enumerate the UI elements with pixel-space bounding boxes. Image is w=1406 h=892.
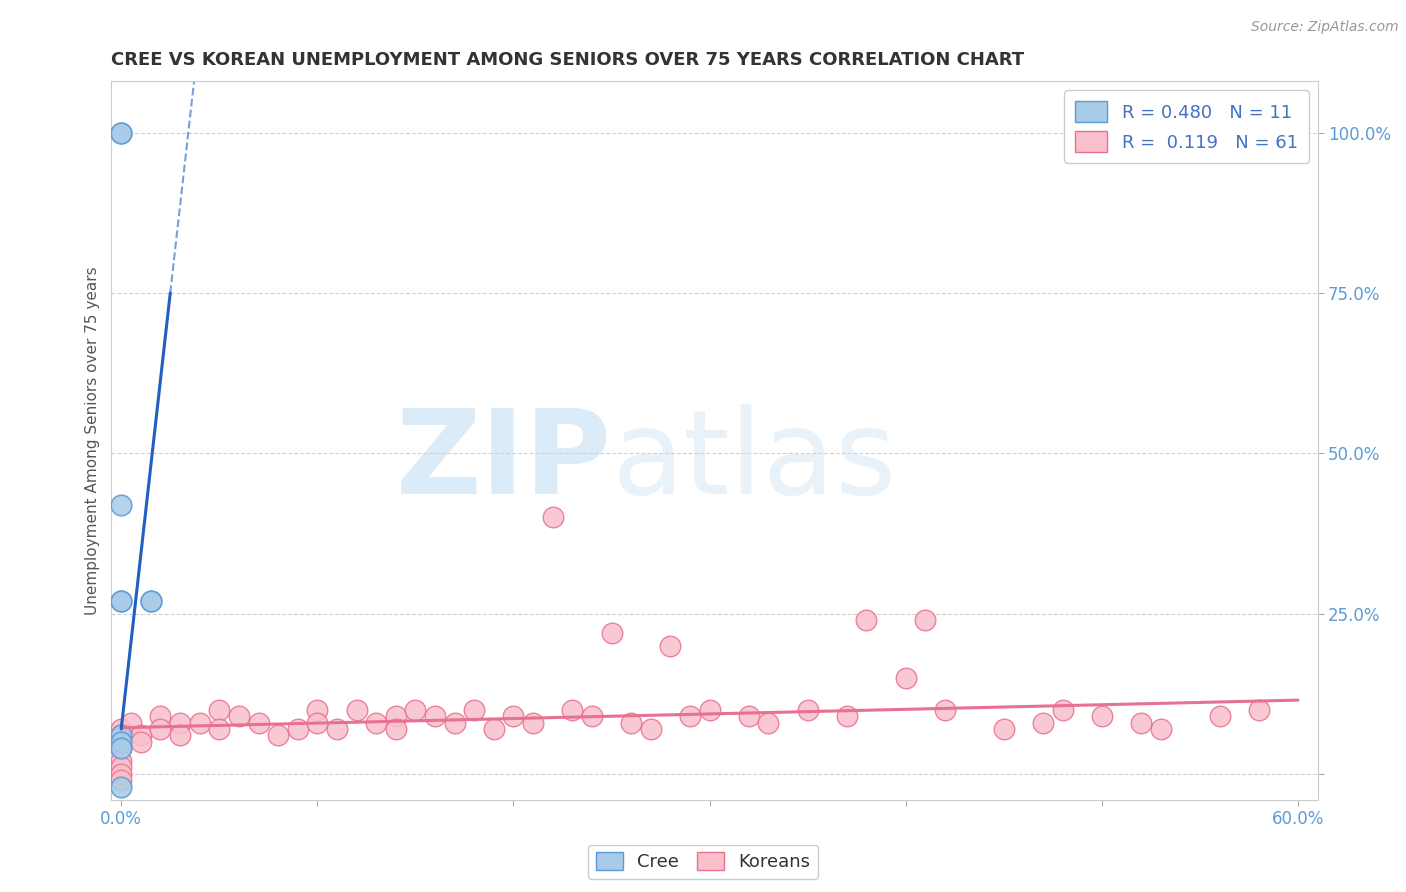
Point [110,780,132,794]
Point [129,728,152,742]
Point [110,728,132,742]
Point [855,613,877,627]
Point [561,703,583,717]
Point [169,715,191,730]
Y-axis label: Unemployment Among Seniors over 75 years: Unemployment Among Seniors over 75 years [86,266,100,615]
Point [699,703,721,717]
Point [640,722,662,736]
Point [443,715,465,730]
Point [120,715,142,730]
Point [835,709,858,723]
Point [139,593,162,607]
Point [326,722,349,736]
Point [423,709,446,723]
Point [110,593,132,607]
Point [366,715,388,730]
Point [110,767,132,781]
Point [346,703,368,717]
Point [129,735,152,749]
Point [110,735,132,749]
Text: Source: ZipAtlas.com: Source: ZipAtlas.com [1251,20,1399,34]
Point [110,728,132,742]
Point [482,722,505,736]
Point [1052,703,1074,717]
Point [679,709,702,723]
Point [463,703,485,717]
Point [1208,709,1230,723]
Point [541,510,564,524]
Point [600,625,623,640]
Point [1032,715,1054,730]
Point [758,715,780,730]
Point [228,709,250,723]
Text: ZIP: ZIP [396,404,612,519]
Point [385,709,408,723]
Point [404,703,426,717]
Point [934,703,956,717]
Point [110,126,132,140]
Point [110,741,132,756]
Point [110,126,132,140]
Point [110,593,132,607]
Point [307,715,329,730]
Text: CREE VS KOREAN UNEMPLOYMENT AMONG SENIORS OVER 75 YEARS CORRELATION CHART: CREE VS KOREAN UNEMPLOYMENT AMONG SENIOR… [111,51,1025,69]
Point [208,703,231,717]
Point [1091,709,1114,723]
Point [385,722,408,736]
Point [502,709,524,723]
Point [110,760,132,774]
Point [581,709,603,723]
Point [287,722,309,736]
Point [620,715,643,730]
Point [139,593,162,607]
Point [247,715,270,730]
Point [894,671,917,685]
Point [110,741,132,756]
Point [208,722,231,736]
Point [1150,722,1173,736]
Point [110,773,132,788]
Point [110,722,132,736]
Legend: Cree, Koreans: Cree, Koreans [588,845,818,879]
Point [796,703,818,717]
Point [149,709,172,723]
Point [659,639,682,653]
Legend: R = 0.480   N = 11, R =  0.119   N = 61: R = 0.480 N = 11, R = 0.119 N = 61 [1064,90,1309,162]
Point [993,722,1015,736]
Point [110,735,132,749]
Point [110,498,132,512]
Point [110,754,132,768]
Point [169,728,191,742]
Point [267,728,290,742]
Point [914,613,936,627]
Point [188,715,211,730]
Point [1247,703,1270,717]
Point [522,715,544,730]
Point [307,703,329,717]
Text: atlas: atlas [612,404,897,519]
Point [738,709,761,723]
Point [1130,715,1153,730]
Point [149,722,172,736]
